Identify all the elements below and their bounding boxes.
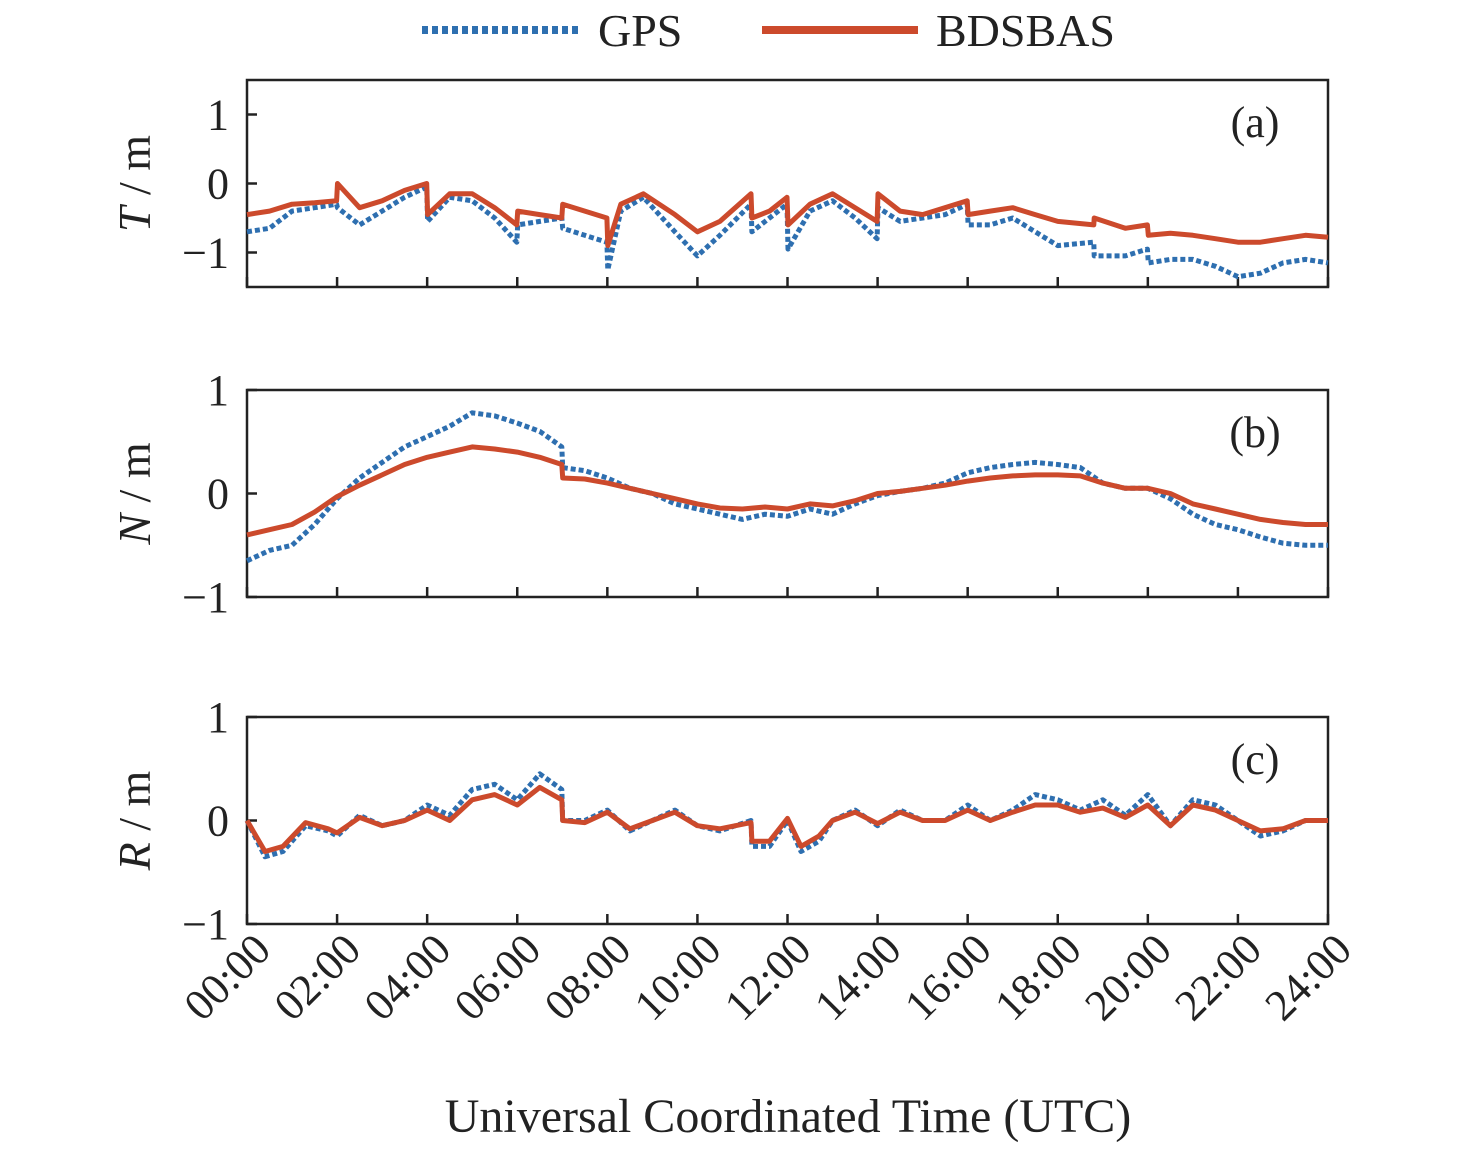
x-tick-label: 22:00 bbox=[1165, 924, 1271, 1030]
y-tick-label: 1 bbox=[207, 91, 229, 140]
y-axis-label: R / m bbox=[109, 770, 160, 871]
legend: GPS BDSBAS bbox=[422, 5, 1115, 56]
series-line-bdsbas bbox=[246, 181, 1329, 249]
x-tick-label: 20:00 bbox=[1075, 924, 1181, 1030]
y-tick-label: 1 bbox=[207, 693, 229, 742]
panel-b: 1 0 −1 (b) N / m bbox=[109, 366, 1330, 622]
series-line-gps bbox=[244, 771, 1328, 860]
panel-label: (b) bbox=[1229, 408, 1280, 457]
panel-c: 1 0 −1 (c) R / m bbox=[109, 693, 1330, 949]
y-tick-label: −1 bbox=[182, 900, 229, 949]
x-tick-label: 14:00 bbox=[805, 924, 911, 1030]
x-tick-labels: 00:0002:0004:0006:0008:0010:0012:0014:00… bbox=[175, 924, 1362, 1030]
y-tick-label: 0 bbox=[207, 797, 229, 846]
series-line-bdsbas bbox=[244, 784, 1328, 854]
y-tick-label: 0 bbox=[207, 470, 229, 519]
y-tick-label: 0 bbox=[207, 160, 229, 209]
x-tick-label: 10:00 bbox=[625, 924, 731, 1030]
x-tick-label: 08:00 bbox=[535, 924, 641, 1030]
x-tick-label: 18:00 bbox=[985, 924, 1091, 1030]
series-line-gps bbox=[245, 410, 1328, 564]
series-line-bdsbas bbox=[246, 444, 1328, 538]
x-tick-label: 16:00 bbox=[895, 924, 1001, 1030]
plot-frame bbox=[245, 78, 1330, 289]
x-tick-label: 12:00 bbox=[715, 924, 821, 1030]
x-axis-label: Universal Coordinated Time (UTC) bbox=[445, 1090, 1132, 1143]
panel-a: 1 0 −1 (a) T / m bbox=[109, 78, 1330, 289]
y-axis-label: N / m bbox=[109, 442, 160, 545]
legend-label-bdsbas: BDSBAS bbox=[936, 5, 1115, 56]
panel-label: (a) bbox=[1231, 98, 1280, 147]
y-tick-label: 1 bbox=[207, 366, 229, 415]
panel-label: (c) bbox=[1231, 735, 1280, 784]
y-tick-label: −1 bbox=[182, 229, 229, 278]
x-tick-label: 04:00 bbox=[355, 924, 461, 1030]
x-tick-label: 02:00 bbox=[265, 924, 371, 1030]
legend-label-gps: GPS bbox=[598, 5, 682, 56]
x-tick-label: 06:00 bbox=[445, 924, 551, 1030]
x-tick-label: 24:00 bbox=[1256, 924, 1362, 1030]
y-tick-label: −1 bbox=[182, 573, 229, 622]
y-axis-label: T / m bbox=[109, 135, 160, 232]
